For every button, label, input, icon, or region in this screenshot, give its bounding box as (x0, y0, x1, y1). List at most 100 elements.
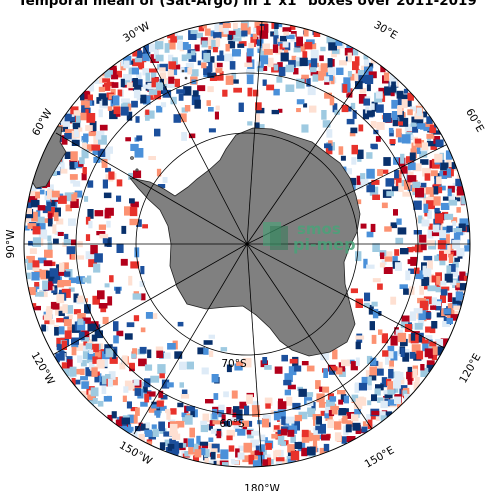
anomaly-cell (363, 59, 370, 66)
anomaly-cell (116, 179, 123, 187)
anomaly-cell (58, 195, 67, 204)
anomaly-cell (98, 109, 103, 118)
anomaly-cell (330, 405, 339, 410)
anomaly-cell (107, 106, 113, 111)
anomaly-cell (320, 350, 329, 361)
anomaly-cell (166, 382, 174, 388)
anomaly-cell (426, 141, 436, 147)
anomaly-cell (198, 22, 205, 32)
anomaly-cell (277, 409, 286, 419)
anomaly-cell (216, 430, 222, 439)
watermark-line1: smos (297, 220, 341, 238)
anomaly-cell (450, 267, 459, 277)
anomaly-cell (396, 90, 404, 99)
anomaly-cell (172, 448, 179, 456)
anomaly-cell (280, 428, 288, 436)
anomaly-cell (350, 361, 358, 371)
anomaly-cell (286, 416, 295, 424)
anomaly-cell (323, 443, 330, 452)
anomaly-cell (301, 361, 309, 366)
anomaly-cell (139, 346, 147, 354)
anomaly-cell (271, 109, 279, 115)
anomaly-cell (278, 422, 284, 432)
anomaly-cell (145, 109, 150, 115)
anomaly-cell (67, 359, 73, 369)
anomaly-cell (370, 357, 377, 366)
anomaly-cell (46, 202, 52, 212)
anomaly-cell (112, 377, 118, 386)
anomaly-cell (262, 418, 270, 428)
anomaly-cell (203, 340, 213, 345)
anomaly-cell (185, 62, 194, 69)
anomaly-cell (135, 407, 140, 416)
anomaly-cell (420, 300, 429, 311)
anomaly-cell (215, 105, 220, 111)
anomaly-cell (108, 171, 115, 180)
anomaly-cell (24, 202, 32, 211)
anomaly-cell (415, 140, 425, 148)
anomaly-cell (91, 334, 98, 342)
anomaly-cell (140, 423, 150, 431)
anomaly-cell (388, 369, 394, 379)
anomaly-cell (443, 245, 451, 254)
anomaly-cell (352, 110, 357, 119)
anomaly-cell (160, 395, 168, 400)
anomaly-cell (231, 79, 239, 84)
anomaly-cell (459, 271, 466, 281)
anomaly-cell (407, 171, 414, 176)
anomaly-cell (148, 68, 158, 73)
anomaly-cell (264, 23, 269, 33)
anomaly-cell (212, 47, 218, 53)
anomaly-cell (414, 113, 424, 120)
anomaly-cell (94, 210, 104, 217)
anomaly-cell (174, 351, 183, 359)
anomaly-cell (394, 262, 402, 271)
anomaly-cell (204, 449, 210, 458)
anomaly-cell (435, 339, 444, 347)
anomaly-cell (54, 327, 59, 336)
anomaly-cell (214, 22, 219, 33)
anomaly-cell (319, 447, 327, 455)
anomaly-cell (346, 412, 356, 419)
anomaly-cell (148, 89, 158, 95)
anomaly-cell (109, 109, 118, 120)
anomaly-cell (116, 330, 124, 337)
anomaly-cell (142, 84, 151, 89)
anomaly-cell (338, 408, 347, 416)
anomaly-cell (275, 459, 283, 466)
anomaly-cell (397, 105, 403, 115)
anomaly-cell (27, 223, 37, 229)
anomaly-cell (259, 449, 267, 455)
anomaly-cell (433, 196, 441, 206)
anomaly-cell (85, 216, 91, 225)
anomaly-cell (456, 248, 465, 257)
anomaly-cell (126, 82, 135, 89)
anomaly-cell (328, 410, 335, 417)
anomaly-cell (263, 49, 273, 55)
anomaly-cell (179, 361, 187, 370)
anomaly-cell (182, 42, 189, 50)
anomaly-cell (133, 379, 140, 386)
anomaly-cell (255, 113, 260, 122)
anomaly-cell (402, 390, 408, 396)
anomaly-cell (459, 218, 469, 228)
anomaly-cell (255, 107, 265, 114)
anomaly-cell (349, 132, 356, 137)
anomaly-cell (32, 226, 41, 235)
anomaly-cell (81, 105, 86, 113)
anomaly-cell (252, 89, 259, 97)
anomaly-cell (262, 43, 270, 51)
anomaly-cell (366, 168, 375, 179)
anomaly-cell (226, 364, 232, 373)
anomaly-cell (376, 104, 384, 113)
anomaly-cell (401, 134, 411, 144)
anomaly-cell (381, 377, 388, 384)
anomaly-cell (446, 265, 452, 275)
anomaly-cell (71, 194, 77, 202)
anomaly-cell (400, 321, 409, 329)
anomaly-cell (408, 134, 414, 140)
anomaly-cell (88, 131, 97, 137)
anomaly-cell (452, 220, 457, 227)
anomaly-cell (69, 174, 78, 180)
anomaly-cell (366, 264, 375, 269)
